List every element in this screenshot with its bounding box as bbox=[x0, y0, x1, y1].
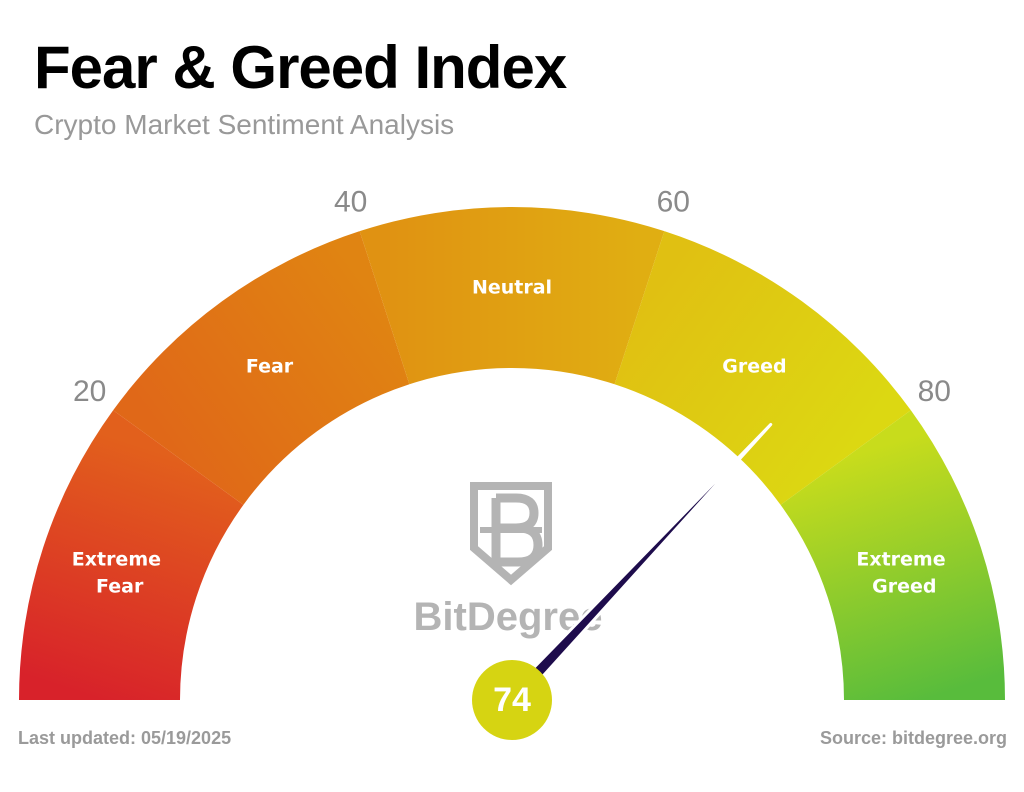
band-label: Extreme Fear bbox=[72, 549, 168, 598]
gauge-band bbox=[113, 231, 410, 505]
gauge-band bbox=[614, 231, 911, 505]
value-circle bbox=[472, 660, 552, 740]
gauge-band bbox=[359, 206, 665, 385]
band-label: Extreme Greed bbox=[856, 549, 952, 598]
needle bbox=[505, 422, 773, 707]
tick-label: 60 bbox=[657, 185, 690, 218]
logo bbox=[470, 482, 552, 586]
band-label: Neutral bbox=[472, 277, 552, 299]
tick-label: 20 bbox=[73, 375, 106, 408]
gauge-band bbox=[780, 410, 1005, 700]
footer-right: Source: bitdegree.org bbox=[820, 728, 1007, 748]
tick-label: 80 bbox=[918, 375, 951, 408]
band-label: Greed bbox=[722, 355, 786, 377]
chart-subtitle: Crypto Market Sentiment Analysis bbox=[34, 109, 454, 140]
footer-left: Last updated: 05/19/2025 bbox=[18, 728, 231, 748]
band-label: Fear bbox=[246, 355, 294, 377]
value-label: 74 bbox=[493, 681, 531, 719]
tick-label: 40 bbox=[334, 185, 367, 218]
chart-title: Fear & Greed Index bbox=[34, 34, 567, 101]
gauge-band bbox=[19, 410, 244, 700]
